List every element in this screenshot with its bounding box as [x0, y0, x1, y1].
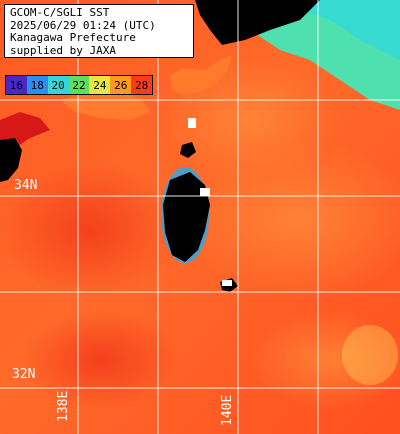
legend-cell-16: 16 — [6, 76, 27, 94]
region-name: Kanagawa Prefecture — [10, 31, 136, 44]
legend-cell-22: 22 — [68, 76, 90, 94]
land-toshima — [180, 142, 196, 158]
cloud-speck — [222, 280, 232, 286]
land-kanto — [195, 0, 320, 45]
legend-label: 26 — [114, 78, 128, 92]
lat-label-34n: 34N — [14, 178, 38, 193]
legend-label: 28 — [134, 78, 149, 92]
warm-eddy — [250, 310, 400, 410]
legend-cell-28: 28 — [131, 76, 153, 94]
land-west-coast — [60, 90, 150, 120]
legend-label: 18 — [30, 78, 44, 92]
legend-label: 16 — [9, 78, 24, 92]
observation-time: 2025/06/29 01:24 (UTC) — [10, 18, 156, 32]
warm-eddy — [160, 60, 340, 180]
legend-label: 20 — [51, 78, 65, 92]
legend-cell-18: 18 — [26, 76, 48, 94]
legend-label: 24 — [93, 78, 107, 92]
product-title: GCOM-C/SGLI SST — [10, 6, 110, 19]
warm-core — [20, 310, 180, 410]
temperature-legend: 16 18 20 22 24 26 28 — [5, 75, 153, 95]
legend-cell-26: 26 — [110, 76, 132, 94]
lat-label-32n: 32N — [12, 367, 36, 382]
product-info-box: GCOM-C/SGLI SST 2025/06/29 01:24 (UTC) K… — [4, 4, 194, 58]
cloud-speck — [200, 188, 210, 196]
lon-label-138e: 138E — [56, 390, 71, 422]
legend-cell-24: 24 — [89, 76, 111, 94]
warm-core — [0, 160, 180, 300]
legend-cell-20: 20 — [47, 76, 69, 94]
land-oshima — [163, 172, 210, 262]
cool-water-band — [270, 0, 400, 60]
legend-label: 22 — [72, 78, 86, 92]
land-boso — [170, 55, 232, 95]
cloud-speck — [188, 118, 196, 128]
credit-text: supplied by JAXA — [10, 43, 116, 57]
warm-eddy — [180, 140, 400, 300]
warm-filament — [342, 325, 398, 385]
lon-label-140e: 140E — [220, 394, 235, 426]
land-izu-dark — [0, 138, 22, 182]
